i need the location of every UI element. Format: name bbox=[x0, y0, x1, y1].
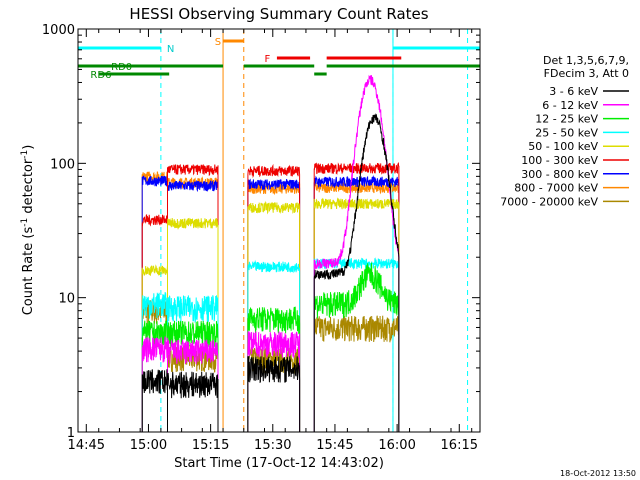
series-2-segment-1 bbox=[167, 338, 219, 432]
series-2 bbox=[141, 74, 400, 432]
series-4-segment-0 bbox=[141, 291, 168, 432]
series-7-segment-2 bbox=[247, 178, 301, 432]
series-6-segment-3 bbox=[313, 162, 400, 432]
series-1-segment-1 bbox=[167, 371, 219, 432]
series-3-segment-3 bbox=[313, 262, 400, 432]
x-tick-label-2: 15:15 bbox=[192, 438, 229, 453]
x-tick-label-4: 15:45 bbox=[316, 438, 353, 453]
series-5-segment-1 bbox=[167, 217, 219, 432]
series-6-segment-2 bbox=[247, 163, 301, 432]
saa-flag-label: S bbox=[215, 37, 221, 48]
rd0-flag-label: RD0 bbox=[111, 62, 132, 73]
x-tick-label-6: 16:15 bbox=[441, 438, 478, 453]
rd6-flag-label: RD6 bbox=[90, 70, 111, 81]
x-tick-label-1: 15:00 bbox=[130, 438, 167, 453]
series-1-segment-3 bbox=[313, 113, 400, 432]
series-8-segment-3 bbox=[313, 181, 400, 432]
y-axis-label-sup-1: -1 bbox=[20, 218, 30, 227]
legend-header-0: Det 1,3,5,6,7,9, bbox=[543, 54, 629, 67]
legend-label-9: 7000 - 20000 keV bbox=[500, 195, 598, 208]
x-tick-label-0: 14:45 bbox=[68, 438, 105, 453]
legend-label-7: 300 - 800 keV bbox=[521, 168, 598, 181]
footer-timestamp: 18-Oct-2012 13:50 bbox=[560, 469, 636, 478]
series-8-segment-0 bbox=[141, 171, 168, 432]
legend-label-1: 3 - 6 keV bbox=[549, 85, 598, 98]
axes: 14:45 15:00 15:15 15:30 15:45 16:00 16:15 1 10 10… bbox=[42, 23, 480, 453]
series-4-segment-1 bbox=[167, 295, 219, 432]
x-tick-label-3: 15:30 bbox=[254, 438, 291, 453]
series-7 bbox=[141, 175, 400, 432]
night-flag-label: N bbox=[167, 44, 174, 55]
legend: Det 1,3,5,6,7,9,FDecim 3, Att 0 3 - 6 keV… bbox=[500, 54, 629, 208]
y-axis-label-sup-2: -1 bbox=[20, 150, 30, 159]
series-5-segment-0 bbox=[141, 264, 168, 432]
chart-title: HESSI Observing Summary Count Rates bbox=[129, 5, 428, 23]
legend-label-4: 25 - 50 keV bbox=[535, 126, 598, 139]
series-3-segment-2 bbox=[247, 306, 301, 432]
legend-label-8: 800 - 7000 keV bbox=[514, 182, 598, 195]
series-7-segment-0 bbox=[141, 175, 168, 432]
series-1 bbox=[141, 113, 400, 432]
series-3-segment-1 bbox=[167, 320, 219, 432]
series-6 bbox=[141, 162, 400, 432]
legend-label-6: 100 - 300 keV bbox=[521, 154, 598, 167]
series-9-segment-0 bbox=[141, 300, 168, 432]
legend-label-3: 12 - 25 keV bbox=[535, 113, 598, 126]
series-1-segment-2 bbox=[247, 356, 301, 432]
x-tick-label-5: 16:00 bbox=[378, 438, 415, 453]
plot-frame bbox=[77, 28, 481, 433]
series-4-segment-3 bbox=[313, 257, 400, 432]
series-8-segment-2 bbox=[247, 182, 301, 432]
series-9-segment-1 bbox=[167, 344, 219, 432]
y-axis-label: Count Rate (s-1 detector-1) bbox=[20, 145, 36, 316]
flare-flag-label: F bbox=[264, 54, 270, 65]
series-2-segment-0 bbox=[141, 336, 168, 432]
y-axis-label-part-2: detector bbox=[21, 158, 36, 218]
series-4-segment-2 bbox=[247, 259, 301, 432]
legend-label-5: 50 - 100 keV bbox=[528, 140, 598, 153]
series-7-segment-1 bbox=[167, 179, 219, 432]
series-3-segment-0 bbox=[141, 320, 168, 432]
y-tick-label-0: 1 bbox=[67, 426, 75, 441]
series-2-segment-2 bbox=[247, 331, 301, 432]
y-tick-label-1: 10 bbox=[58, 292, 75, 307]
series-5-segment-2 bbox=[247, 200, 301, 432]
series-1-segment-0 bbox=[141, 369, 168, 432]
y-axis-label-part-1: Count Rate (s bbox=[21, 227, 36, 316]
series-9-segment-3 bbox=[313, 315, 400, 432]
y-axis-label-part-3: ) bbox=[21, 145, 36, 150]
series-6-segment-0 bbox=[141, 214, 168, 432]
series-2-segment-3 bbox=[313, 74, 400, 432]
y-tick-label-2: 100 bbox=[50, 157, 75, 172]
legend-label-2: 6 - 12 keV bbox=[542, 99, 598, 112]
x-axis-label: Start Time (17-Oct-12 14:43:02) bbox=[174, 456, 384, 471]
series-6-segment-1 bbox=[167, 164, 219, 432]
series-7-segment-3 bbox=[313, 175, 400, 432]
legend-header-1: FDecim 3, Att 0 bbox=[544, 67, 629, 80]
y-tick-label-3: 1000 bbox=[42, 23, 75, 38]
